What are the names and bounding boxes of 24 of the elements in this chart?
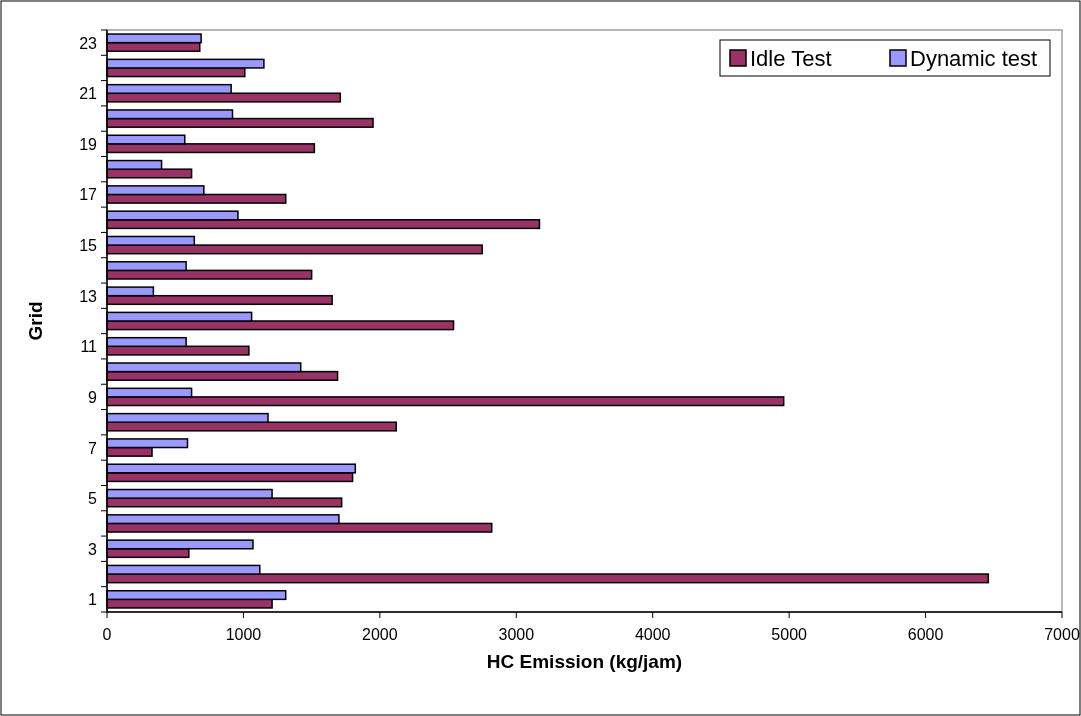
y-tick-label: 17 — [79, 186, 98, 204]
y-tick-label: 11 — [80, 338, 98, 356]
y-tick-label: 9 — [88, 388, 98, 406]
x-tick-label: 6000 — [907, 626, 944, 643]
x-tick-label: 2000 — [362, 626, 398, 643]
x-tick-label: 0 — [102, 626, 112, 643]
y-tick-label: 7 — [88, 439, 98, 457]
x-axis-title: HC Emission (kg/jam) — [486, 651, 683, 672]
x-tick-label: 5000 — [771, 626, 808, 643]
y-tick-label: 21 — [79, 85, 98, 103]
x-tick-label: 1000 — [225, 626, 262, 643]
y-tick-label: 13 — [79, 287, 98, 305]
y-tick-label: 19 — [79, 135, 98, 153]
legend-label: Idle Test — [750, 46, 832, 71]
x-tick-label: 3000 — [498, 626, 535, 643]
y-tick-label: 5 — [88, 490, 98, 508]
y-axis-title: Grid — [25, 301, 46, 341]
y-tick-label: 23 — [79, 34, 98, 52]
x-tick-label: 4000 — [634, 626, 671, 643]
x-tick-label: 7000 — [1044, 626, 1080, 643]
y-tick-label: 3 — [88, 540, 98, 558]
y-tick-label: 15 — [79, 237, 98, 255]
y-tick-label: 1 — [88, 591, 98, 609]
legend-label: Dynamic test — [910, 46, 1038, 71]
